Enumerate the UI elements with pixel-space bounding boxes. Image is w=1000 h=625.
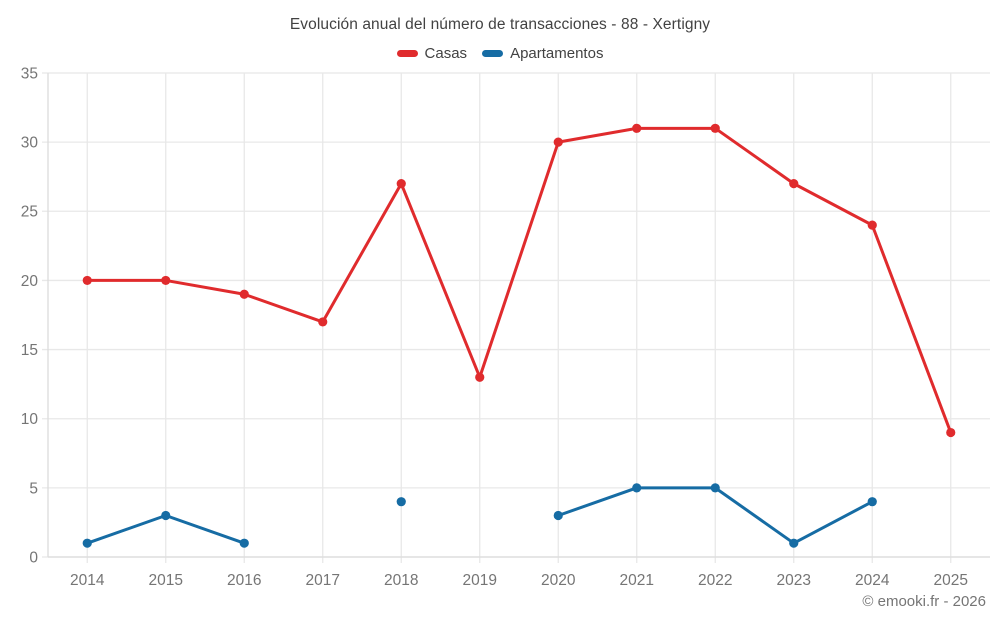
data-point-apartamentos-2021[interactable] xyxy=(632,483,642,493)
data-point-casas-2015[interactable] xyxy=(161,275,171,286)
data-point-apartamentos-2016[interactable] xyxy=(239,538,249,548)
y-tick-label: 20 xyxy=(21,273,39,290)
x-tick-label: 2023 xyxy=(777,572,811,589)
data-point-casas-2025[interactable] xyxy=(946,427,956,438)
data-point-apartamentos-2024[interactable] xyxy=(867,497,877,507)
legend-label-casas: Casas xyxy=(424,45,468,62)
data-point-apartamentos-2022[interactable] xyxy=(710,483,720,493)
x-tick-label: 2014 xyxy=(70,572,105,589)
y-tick-label: 10 xyxy=(21,411,39,428)
data-point-casas-2021[interactable] xyxy=(632,123,642,133)
data-point-apartamentos-2023[interactable] xyxy=(789,538,799,548)
data-point-apartamentos-2018[interactable] xyxy=(396,497,406,507)
y-tick-label: 15 xyxy=(21,342,38,359)
chart-title: Evolución anual del número de transaccio… xyxy=(289,16,711,33)
data-point-casas-2024[interactable] xyxy=(867,220,877,230)
y-tick-label: 5 xyxy=(29,480,38,497)
x-tick-label: 2016 xyxy=(227,572,261,589)
series-line-casas xyxy=(85,126,953,435)
legend-item-casas[interactable]: Casas xyxy=(396,45,468,62)
data-point-apartamentos-2015[interactable] xyxy=(161,510,171,521)
y-tick-label: 35 xyxy=(21,65,38,82)
x-tick-label: 2024 xyxy=(855,572,890,589)
y-tick-label: 30 xyxy=(21,135,39,152)
y-tick-label: 0 xyxy=(29,549,38,566)
x-tick-label: 2020 xyxy=(541,572,576,589)
legend-label-apartamentos: Apartamentos xyxy=(510,45,604,62)
x-tick-label: 2025 xyxy=(934,572,968,589)
legend-item-apartamentos[interactable]: Apartamentos xyxy=(482,45,603,62)
data-point-casas-2014[interactable] xyxy=(82,275,92,286)
data-point-casas-2022[interactable] xyxy=(710,123,720,133)
data-point-casas-2020[interactable] xyxy=(553,137,563,147)
y-tick-label: 25 xyxy=(21,204,38,221)
data-point-casas-2017[interactable] xyxy=(318,317,328,327)
data-point-apartamentos-2014[interactable] xyxy=(82,538,92,548)
x-tick-label: 2015 xyxy=(149,572,183,589)
data-point-casas-2019[interactable] xyxy=(475,372,485,382)
legend: Casas Apartamentos xyxy=(0,45,1000,62)
copyright: © emooki.fr - 2026 xyxy=(862,593,986,610)
data-point-casas-2016[interactable] xyxy=(239,289,249,299)
x-tick-label: 2019 xyxy=(463,572,497,589)
x-tick-label: 2021 xyxy=(620,572,654,589)
legend-swatch-casas-icon xyxy=(396,50,418,57)
x-tick-label: 2018 xyxy=(384,572,418,589)
data-point-casas-2018[interactable] xyxy=(396,179,406,189)
x-tick-label: 2017 xyxy=(306,572,340,589)
data-point-apartamentos-2020[interactable] xyxy=(553,510,563,521)
data-point-casas-2023[interactable] xyxy=(789,179,799,189)
legend-swatch-apartamentos-icon xyxy=(482,50,504,57)
x-tick-label: 2022 xyxy=(698,572,732,589)
